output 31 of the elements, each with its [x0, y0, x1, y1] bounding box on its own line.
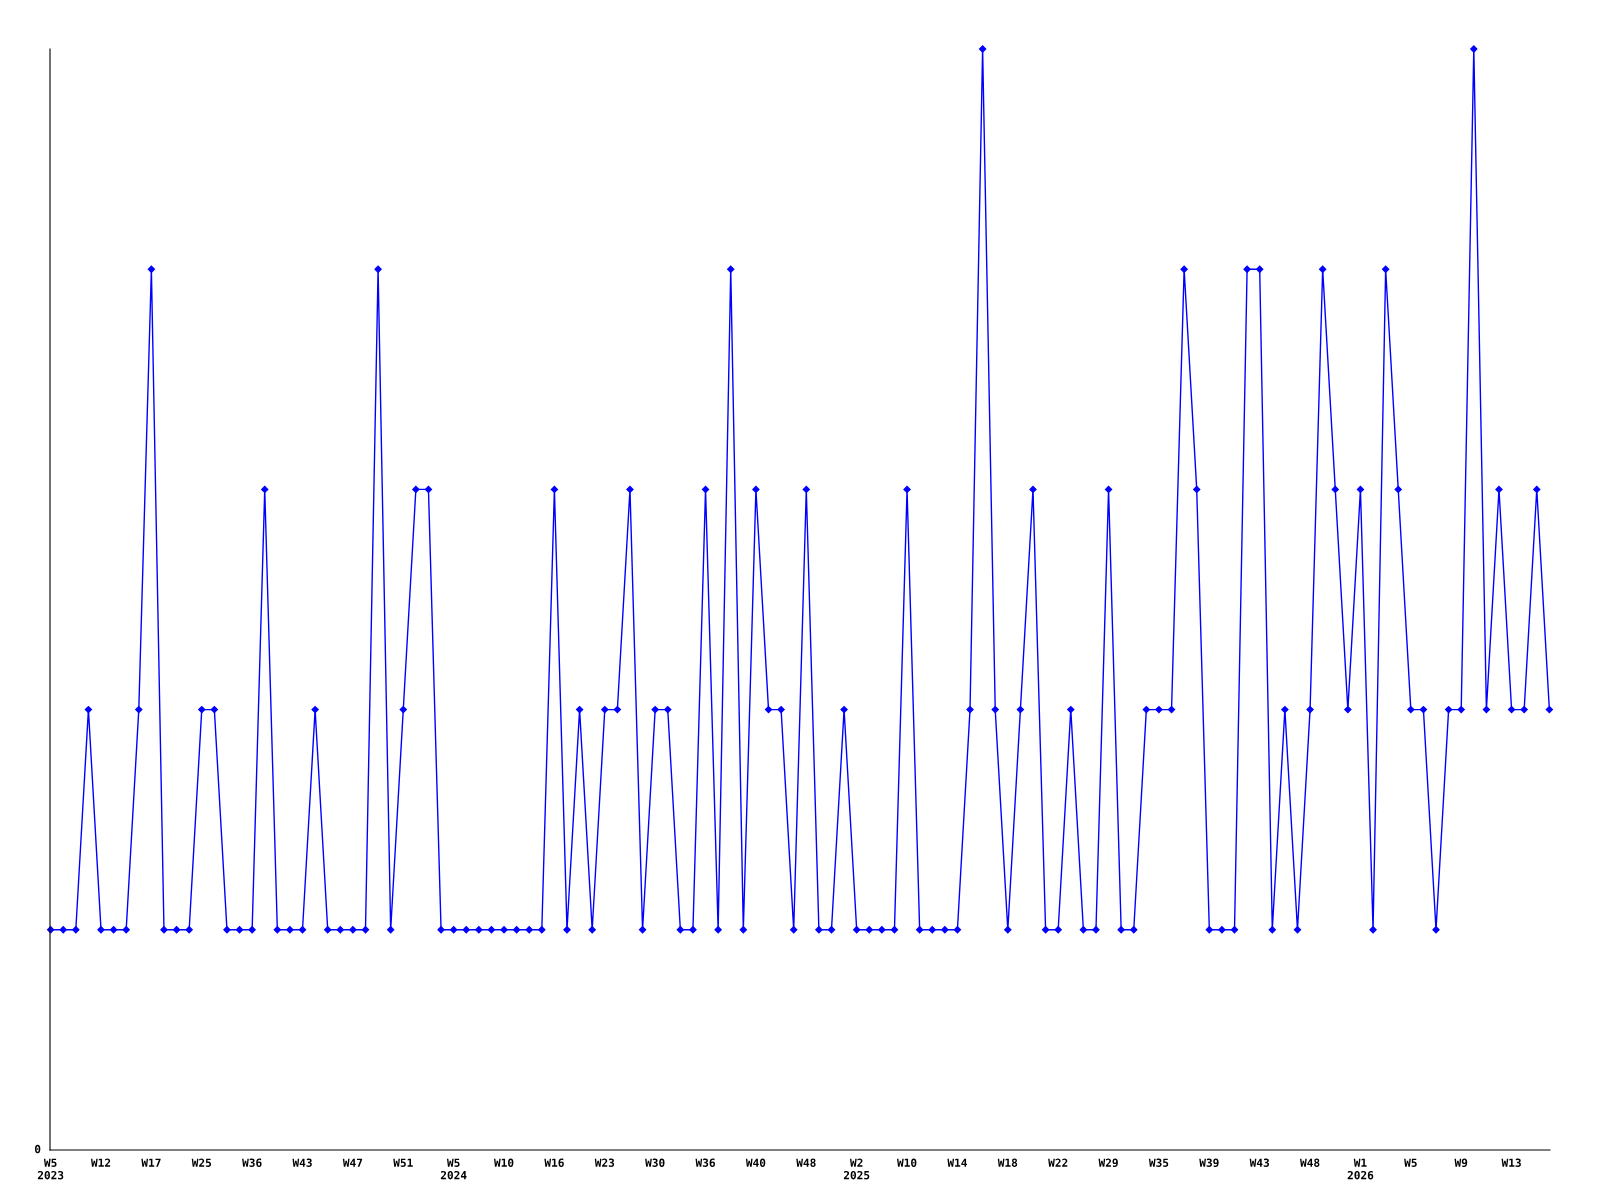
x-tick-label: W39 — [1199, 1158, 1219, 1167]
x-tick-label: W12 — [90, 1158, 111, 1167]
x-tick-label: W48 — [1300, 1158, 1320, 1167]
x-tick-label: W29 — [1098, 1158, 1118, 1167]
x-tick-label: W5 — [1404, 1158, 1417, 1167]
x-tick-label: W25 — [191, 1158, 212, 1167]
x-tick-label: W51 — [393, 1158, 413, 1167]
x-tick-label: W1 2026 — [1347, 1158, 1374, 1180]
x-tick-label: W35 — [1148, 1158, 1169, 1167]
x-tick-label: W48 — [796, 1158, 816, 1167]
x-tick-label: W43 — [1249, 1158, 1270, 1167]
x-tick-label: W2 2025 — [843, 1158, 870, 1180]
x-tick-label: W43 — [292, 1158, 312, 1167]
x-tick-label: W30 — [645, 1158, 665, 1167]
x-tick-label: W23 — [594, 1158, 615, 1167]
x-tick-label: W10 — [897, 1158, 917, 1167]
x-tick-label: W36 — [242, 1158, 262, 1167]
x-tick-label: W14 — [947, 1158, 967, 1167]
x-tick-label: W5 2023 — [37, 1158, 64, 1180]
x-tick-label: W36 — [695, 1158, 715, 1167]
text: 0 — [34, 1144, 41, 1154]
x-tick-label: W17 — [141, 1158, 161, 1167]
x-tick-label: W9 — [1454, 1158, 1468, 1167]
x-tick-label: W13 — [1501, 1158, 1521, 1167]
x-tick-label: W40 — [745, 1158, 766, 1167]
x-tick-label: W47 — [342, 1158, 363, 1167]
x-tick-label: W10 — [494, 1158, 514, 1167]
x-tick-label: W16 — [544, 1158, 564, 1167]
x-tick-label: W22 — [1048, 1158, 1068, 1167]
x-tick-label: W5 2024 — [440, 1158, 467, 1180]
x-tick-label: W18 — [997, 1158, 1018, 1167]
